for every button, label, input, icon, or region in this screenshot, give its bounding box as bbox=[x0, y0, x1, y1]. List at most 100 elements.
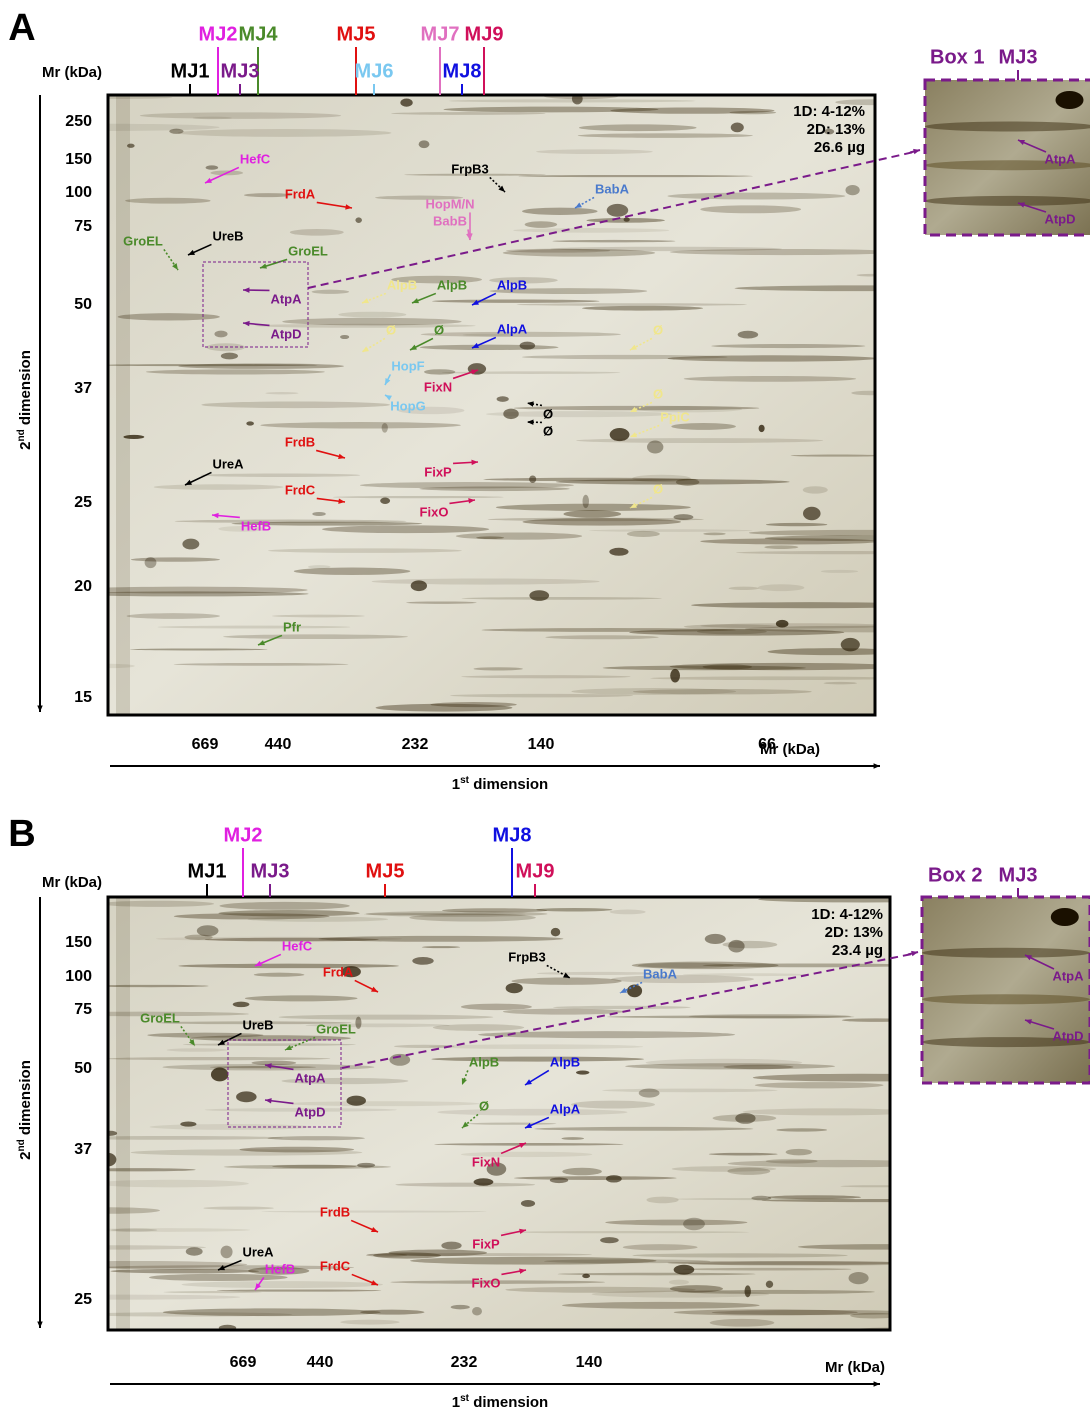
gel-spot bbox=[340, 334, 350, 340]
gel-band bbox=[254, 323, 476, 328]
arrow-head bbox=[412, 298, 419, 304]
gel-spot bbox=[751, 1195, 772, 1201]
gel-spot bbox=[730, 122, 744, 133]
gel-spot bbox=[683, 1217, 705, 1231]
complex-label: MJ8 bbox=[493, 824, 532, 846]
arrow-head bbox=[630, 344, 637, 350]
gel-band bbox=[700, 205, 802, 214]
protein-label: HefC bbox=[282, 938, 313, 953]
x-tick-label: 440 bbox=[307, 1354, 334, 1371]
gel-band bbox=[602, 665, 806, 671]
gel-band bbox=[632, 688, 812, 695]
arrow-head bbox=[218, 1039, 225, 1045]
x-tick-label: 232 bbox=[451, 1354, 478, 1371]
gel-band bbox=[218, 526, 267, 532]
zoom-label: AtpA bbox=[1052, 968, 1084, 983]
gel-spot bbox=[355, 1016, 362, 1029]
gel-spot bbox=[503, 408, 519, 420]
gel-band bbox=[204, 1108, 397, 1112]
gel-band bbox=[253, 972, 305, 977]
gel-spot bbox=[737, 330, 759, 339]
gel-spot bbox=[412, 956, 434, 965]
arrow-head bbox=[461, 1078, 467, 1085]
gel-band bbox=[419, 486, 570, 492]
gel-band bbox=[155, 936, 403, 941]
protein-label: AtpA bbox=[294, 1070, 326, 1085]
gel-band bbox=[200, 473, 361, 477]
arrow-head bbox=[468, 498, 475, 504]
arrow-head bbox=[385, 395, 392, 401]
gel-band bbox=[669, 249, 875, 256]
complex-label: MJ1 bbox=[171, 60, 210, 82]
y-tick-label: 37 bbox=[74, 1141, 92, 1158]
arrow-head bbox=[205, 177, 212, 183]
gel-band bbox=[708, 1152, 778, 1156]
gel-band bbox=[727, 1167, 771, 1175]
gel-band bbox=[754, 1082, 884, 1089]
gel-band bbox=[748, 529, 875, 536]
gel-spot bbox=[735, 1112, 756, 1124]
gel-spot bbox=[529, 590, 550, 601]
gel-spot bbox=[571, 95, 583, 105]
gel-band bbox=[424, 369, 456, 375]
y-tick-label: 250 bbox=[65, 113, 92, 130]
gel-band bbox=[203, 1206, 274, 1210]
protein-label: AtpD bbox=[270, 326, 301, 341]
y-tick-label: 100 bbox=[65, 968, 92, 985]
gel-band bbox=[148, 1273, 288, 1281]
gel-lane bbox=[116, 897, 130, 1330]
gel-band bbox=[223, 1164, 392, 1169]
gel-spot bbox=[840, 637, 860, 652]
zoom-title: Box 2 bbox=[928, 864, 982, 886]
protein-label: BabA bbox=[643, 966, 678, 981]
gel-band bbox=[700, 538, 875, 545]
gel-spot bbox=[606, 203, 629, 217]
gel-spot bbox=[575, 1070, 590, 1075]
gel-band bbox=[495, 503, 691, 512]
gel-band bbox=[802, 486, 828, 494]
gel-band bbox=[602, 1088, 778, 1093]
condition: 2D: 13% bbox=[807, 121, 865, 138]
gel-spot bbox=[505, 983, 523, 994]
num: 2 bbox=[17, 1152, 34, 1160]
arrow-line bbox=[629, 424, 660, 438]
zoom-band bbox=[922, 994, 1090, 1005]
gel-band bbox=[173, 913, 330, 920]
gel-band bbox=[682, 973, 810, 977]
gel-band bbox=[244, 995, 358, 1002]
gel-band bbox=[278, 1014, 494, 1020]
arrow-head bbox=[37, 1321, 43, 1328]
gel-band bbox=[267, 1136, 365, 1141]
gel-band bbox=[478, 1031, 736, 1039]
protein-label: UreB bbox=[242, 1017, 273, 1032]
gel-band bbox=[441, 371, 621, 374]
y-tick-label: 150 bbox=[65, 151, 92, 168]
x-tick-label: 66 bbox=[758, 736, 776, 753]
arrow-head bbox=[188, 249, 195, 255]
gel-band bbox=[514, 1176, 677, 1180]
gel-band bbox=[571, 688, 737, 695]
gel-band bbox=[178, 963, 400, 969]
protein-label: FixP bbox=[472, 1236, 500, 1251]
gel-spot bbox=[519, 341, 536, 350]
gel-band bbox=[443, 106, 659, 113]
sup: st bbox=[460, 775, 470, 786]
gel-band bbox=[552, 239, 676, 243]
gel-band bbox=[727, 1159, 890, 1168]
gel-spot bbox=[550, 927, 561, 937]
gel-band bbox=[667, 355, 875, 362]
gel-band bbox=[265, 392, 299, 395]
zoom-frame bbox=[920, 895, 1090, 1085]
arrow-head bbox=[345, 204, 352, 210]
condition: 2D: 13% bbox=[825, 924, 883, 941]
protein-label: UreA bbox=[242, 1244, 274, 1259]
gel-band bbox=[108, 364, 318, 367]
gel-band bbox=[513, 228, 670, 233]
gel-band bbox=[181, 1281, 384, 1289]
protein-label: HefB bbox=[265, 1261, 295, 1276]
gel-spot bbox=[582, 494, 589, 509]
protein-label: GroEL bbox=[316, 1021, 356, 1036]
gel-band bbox=[437, 1108, 628, 1116]
panel-letter: B bbox=[8, 813, 35, 855]
gel-band bbox=[395, 1182, 536, 1187]
